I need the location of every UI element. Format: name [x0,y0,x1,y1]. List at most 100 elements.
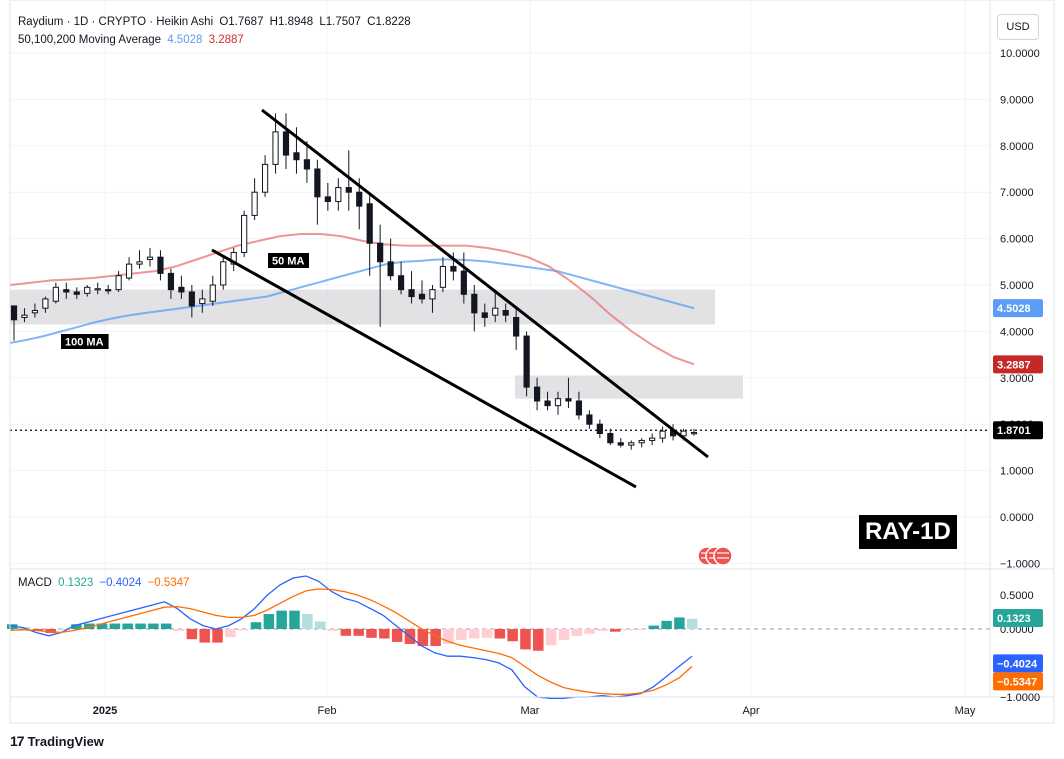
macd-histogram-bar [250,622,262,629]
macd-histogram-bar [173,629,185,632]
macd-signal-value: −0.5347 [147,577,190,589]
flag-circle [713,546,733,566]
macd-histogram-bar [263,614,275,629]
macd-histogram-bar [456,629,467,640]
ma50-tag-text: 50 MA [272,256,304,268]
macd-histogram-bar [494,629,506,639]
candle-body [377,242,384,263]
price-tick-label: 6.0000 [1000,234,1034,246]
macd-hist-badge-bg [993,609,1043,628]
candle-body [554,398,562,407]
candle-body [21,314,28,318]
price-tick-label: −1.0000 [1000,558,1040,570]
ma100-tag-text: 100 MA [65,337,104,349]
ma50-price-badge-bg [993,355,1043,374]
candle-body [523,335,530,388]
usa-flag-icon [697,546,733,566]
close-value: C1.8228 [367,16,411,28]
macd-histogram-bar [430,629,441,646]
candle-body [492,307,499,316]
macd-histogram-bar [481,629,493,638]
candle-body [596,423,603,434]
grid [10,0,990,697]
ma100-value: 4.5028 [167,34,203,46]
time-tick-label: Feb [318,705,337,717]
price-tick-label: 1.0000 [1000,466,1034,478]
macd-signal-badge-bg [993,672,1043,691]
macd-histogram-bar [507,629,518,642]
candle-body [544,400,551,407]
candle-body [387,261,394,277]
candle-body [335,187,342,202]
macd-histogram-bar [45,629,56,634]
candle-body [105,289,112,292]
macd-histogram-bar [148,623,159,629]
axes: 10.0000 9.0000 8.0000 7.0000 6.0000 5.0000 4.0… [9,0,1055,724]
macd-signal-badge: −0.5347 [997,676,1037,688]
macd-histogram-bar [648,625,660,629]
macd-histogram-bar [366,629,377,638]
candle-body [471,293,478,314]
candle-body [418,293,426,300]
macd-histogram-bar [597,629,608,632]
candle-body [63,289,70,293]
legend-macd: MACD 0.1323 −0.4024 −0.5347 [18,577,192,589]
candle-body [345,187,352,193]
ma50-tag-bg [268,253,309,268]
candle-body [42,298,49,309]
candle-body [533,386,541,402]
price-tick-label: 10.0000 [1000,48,1040,60]
candle-body [188,291,195,307]
macd-histogram-bar [635,629,647,630]
macd-histogram-bar [340,629,352,636]
ma-label: 50,100,200 Moving Average [18,34,162,46]
time-tick-label: 2025 [93,705,117,717]
candle-body [115,275,122,291]
price-tick-label: 5.0000 [1000,280,1034,292]
price-tick-label: 8.0000 [1000,141,1034,153]
high-value: H1.8948 [269,16,314,28]
candle-body [366,203,373,244]
macd-histogram-bar [225,629,236,638]
macd-histogram-bar [96,623,108,629]
macd-histogram-bar [276,610,287,629]
macd-histogram-bar [558,629,570,640]
candle-body [680,430,687,437]
wedge-lower-line [211,248,637,489]
candle-body [513,316,520,337]
ma50-line [9,233,695,366]
candle-body [450,265,457,272]
candle-body [481,312,488,318]
last-price-badge: 1.8701 [997,425,1031,437]
legend-ma: 50,100,200 Moving Average 4.5028 3.2887 [18,34,247,46]
macd-histogram-bar [661,620,672,629]
candle-body [241,214,248,254]
macd-line-value: −0.4024 [99,577,142,589]
currency-button[interactable]: USD [997,14,1039,40]
price-tick-label: 0.0000 [1000,512,1034,524]
candle-body [690,432,698,435]
macd-tick-label: −1.0000 [1000,692,1040,704]
candle-body [607,432,614,444]
candle-body [84,286,91,294]
macd-histogram-bar [584,629,595,634]
candle-body [303,159,311,170]
trendlines: 50 MA 100 MA [61,108,709,489]
candle-body [649,437,656,441]
macd-histogram-bar [379,629,390,639]
candle-body [460,270,467,295]
candle-body [282,131,290,156]
ma100-price-badge: 4.5028 [997,303,1031,315]
time-tick-label: May [955,705,976,717]
time-tick-label: Apr [742,705,759,717]
candle-body [94,288,101,291]
candle-body [261,163,269,193]
candle-body [586,414,593,425]
macd-histogram-bar [545,629,557,646]
tradingview-logo: 17 TradingView [10,733,104,749]
candle-body [167,272,175,291]
macd-histogram-bar [533,629,544,651]
candle-body [429,289,436,300]
ma50-tag: 50 MA [268,253,309,268]
candle-body [324,196,331,202]
